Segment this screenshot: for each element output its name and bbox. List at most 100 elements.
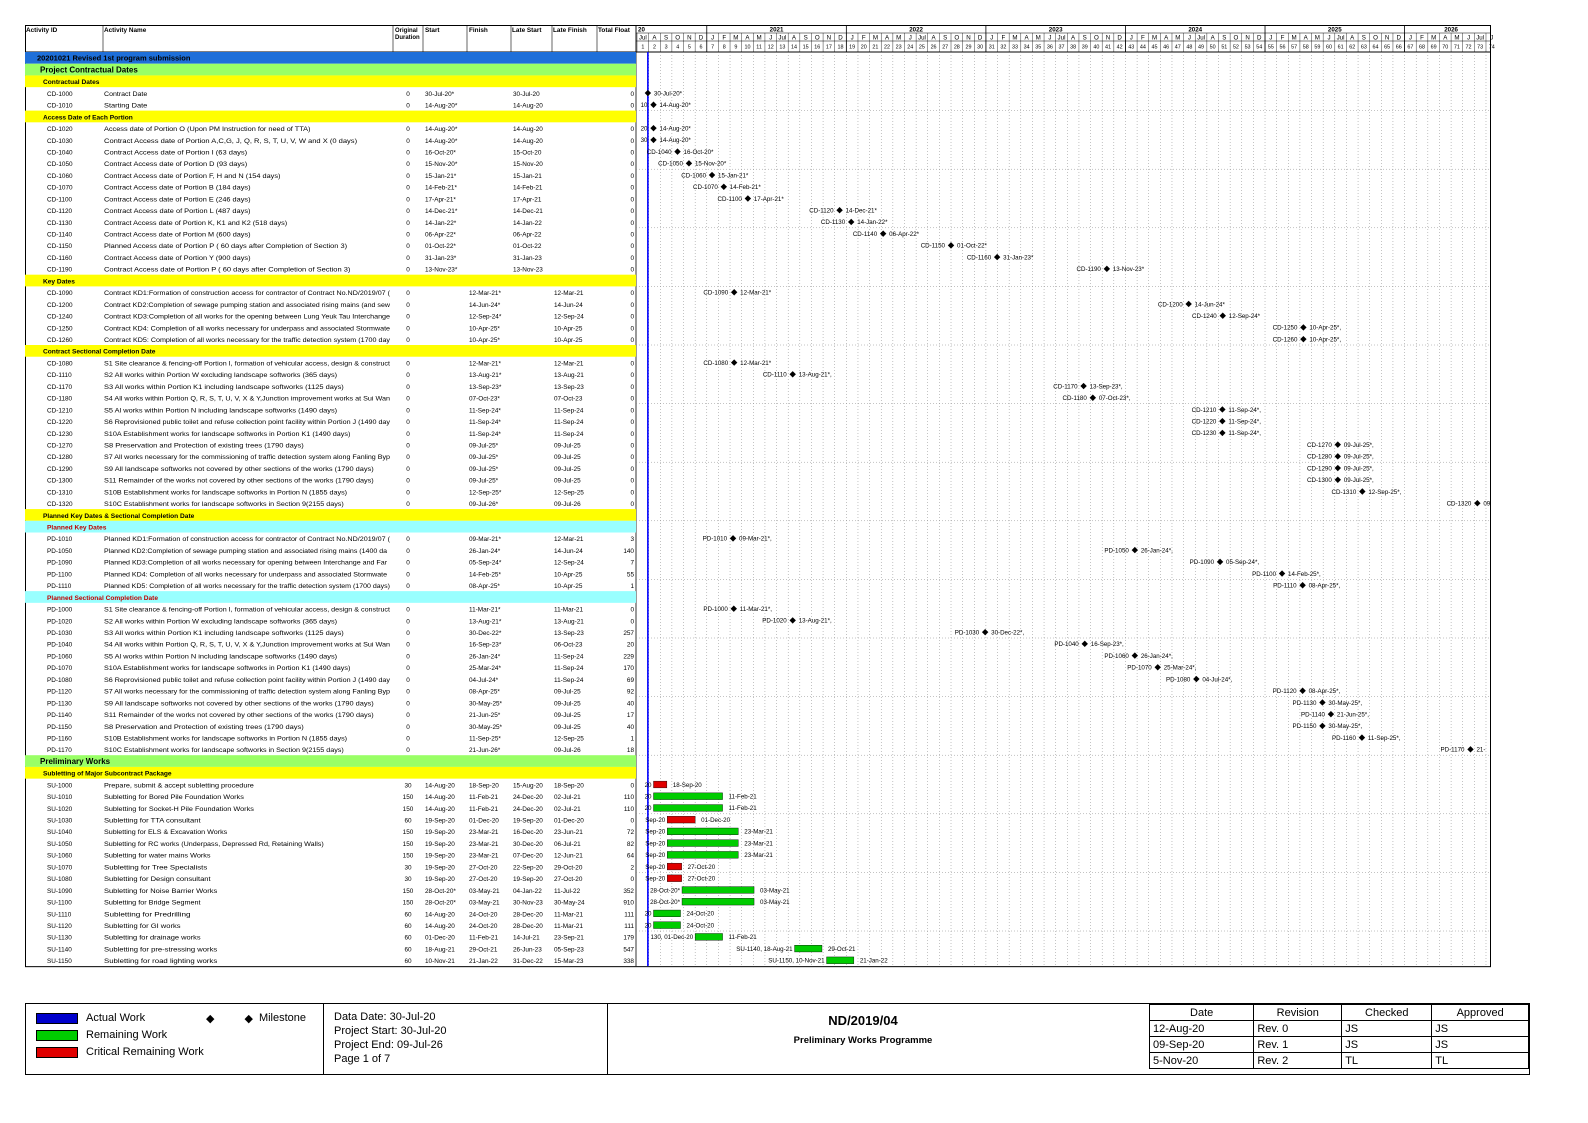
cell-id: CD-1070	[47, 185, 73, 192]
cell-tf: 17	[627, 712, 635, 719]
activity-bar	[653, 909, 681, 917]
month-label: A	[1443, 34, 1448, 41]
milestone-diamond	[1219, 312, 1226, 319]
cell-dur: 0	[406, 747, 410, 754]
bar-label-left: 20	[645, 805, 652, 812]
period-number: 70	[1442, 45, 1448, 51]
cell-lf: 12-Mar-21	[554, 360, 584, 367]
cell-id: PD-1090	[47, 560, 73, 567]
milestone-diamond	[789, 371, 796, 378]
cell-id: CD-1210	[47, 407, 73, 414]
legend-critical-label: Critical Remaining Work	[86, 1046, 204, 1058]
cell-id: SU-1050	[47, 841, 73, 848]
activity-bar	[681, 898, 755, 906]
year-label: 2023	[1049, 27, 1063, 34]
cell-finish: 30-May-25*	[469, 700, 503, 707]
month-label: S	[1362, 34, 1366, 41]
month-label: N	[1106, 34, 1110, 41]
cell-finish: 11-Sep-24*	[469, 407, 501, 414]
month-label: Jul	[639, 34, 647, 41]
data-date: Data Date: 30-Jul-20	[334, 1011, 436, 1023]
cell-start: 17-Apr-21*	[425, 196, 456, 203]
cell-ls: 31-Dec-22	[513, 958, 543, 965]
milestone-diamond	[1219, 406, 1226, 413]
cell-id: CD-1180	[47, 396, 73, 403]
cell-name: S3 All works within Portion K1 including…	[104, 630, 344, 637]
cell-id: PD-1080	[47, 677, 73, 684]
month-label: Jul	[1058, 34, 1066, 41]
cell-dur: 150	[403, 853, 414, 860]
cell-lf: 11-Mar-21	[554, 923, 583, 930]
cell-finish: 30-May-25*	[469, 724, 503, 731]
cell-dur: 150	[403, 806, 414, 813]
cell-id: PD-1120	[47, 689, 72, 696]
cell-id: SU-1110	[47, 911, 72, 918]
cell-start: 14-Aug-20	[425, 806, 455, 813]
cell-lf: 23-Sep-21	[554, 935, 584, 942]
bar-label-right: 10-Apr-25*,	[1309, 325, 1341, 332]
cell-ls: 19-Sep-20	[513, 876, 543, 883]
cell-name: Contract Access date of Portion B (184 d…	[104, 185, 251, 192]
cell-name: Contract Access date of Portion K, K1 an…	[104, 220, 287, 227]
cell-tf: 0	[630, 372, 634, 379]
cell-name: Contract KD5: Completion of all works ne…	[104, 337, 391, 344]
cell-id: CD-1100	[47, 196, 73, 203]
column-header: Original	[395, 28, 418, 34]
cell-id: CD-1150	[47, 243, 73, 250]
month-label: Jul	[778, 34, 786, 41]
bar-label-left: CD-1280	[1307, 454, 1332, 461]
cell-lf: 11-Sep-24	[554, 677, 584, 684]
cell-tf: 3	[630, 536, 634, 543]
cell-lf: 11-Jul-22	[554, 888, 581, 895]
cell-tf: 0	[630, 103, 634, 110]
activity-bar	[667, 839, 739, 847]
cell-finish: 23-Mar-21	[469, 853, 499, 860]
bar-label-left: PD-1050	[1104, 547, 1129, 554]
cell-dur: 0	[406, 419, 410, 426]
cell-finish: 21-Jun-25*	[469, 712, 501, 719]
cell-lf: 12-Sep-24	[554, 314, 584, 321]
bar-label-right: 01-Oct-22*	[957, 243, 988, 250]
cell-id: CD-1020	[47, 126, 73, 133]
month-label: O	[815, 34, 820, 41]
cell-lf: 14-Jun-24	[554, 302, 583, 309]
bar-label-right: 29-Oct-21	[828, 946, 856, 953]
cell-id: CD-1120	[47, 208, 73, 215]
cell-id: PD-1010	[47, 536, 73, 543]
month-label: N	[687, 34, 691, 41]
bar-label-right: 21-Jun-25*,	[1337, 711, 1369, 718]
cell-tf: 0	[630, 489, 634, 496]
bar-label-left: CD-1230	[1192, 430, 1217, 437]
cell-name: Subletting for Bridge Segment	[104, 900, 201, 907]
cell-finish: 12-Sep-24*	[469, 314, 502, 321]
bar-label-right: 23-Mar-21	[744, 852, 773, 859]
cell-dur: 0	[406, 185, 410, 192]
period-number: 49	[1198, 45, 1204, 51]
period-number: 53	[1245, 45, 1251, 51]
cell-dur: 0	[406, 630, 410, 637]
cell-name: Planned KD1:Formation of construction ac…	[104, 536, 391, 543]
month-label: N	[1385, 34, 1389, 41]
milestone-diamond	[789, 617, 796, 624]
cell-finish: 30-Dec-22*	[469, 630, 502, 637]
cell-finish: 05-Sep-24*	[469, 560, 502, 567]
year-label: 20	[638, 27, 645, 34]
bar-label-right: 24-Oct-20	[687, 911, 715, 918]
cell-finish: 13-Sep-23*	[469, 384, 502, 391]
bar-label-right: 14-Feb-25*,	[1288, 571, 1321, 578]
bar-label-right: 11-Feb-21	[729, 934, 758, 941]
cell-start: 19-Sep-20	[425, 853, 455, 860]
cell-dur: 0	[406, 442, 410, 449]
bar-label-left: CD-1310	[1332, 489, 1357, 496]
month-label: S	[664, 34, 668, 41]
cell-lf: 11-Mar-21	[554, 911, 583, 918]
cell-dur: 0	[406, 243, 410, 250]
cell-name: S3 All works within Portion K1 including…	[104, 384, 344, 391]
bar-label-right: 05-Sep-24*,	[1226, 559, 1259, 566]
cell-name: S11 Remainder of the works not covered b…	[104, 712, 374, 719]
bar-label-left: CD-1100	[718, 196, 743, 203]
cell-ls: 15-Oct-20	[513, 149, 542, 156]
milestone-diamond	[836, 207, 843, 214]
cell-name: Subletting for RC works (Underpass, Depr…	[104, 841, 324, 848]
cell-finish: 10-Apr-25*	[469, 337, 500, 344]
